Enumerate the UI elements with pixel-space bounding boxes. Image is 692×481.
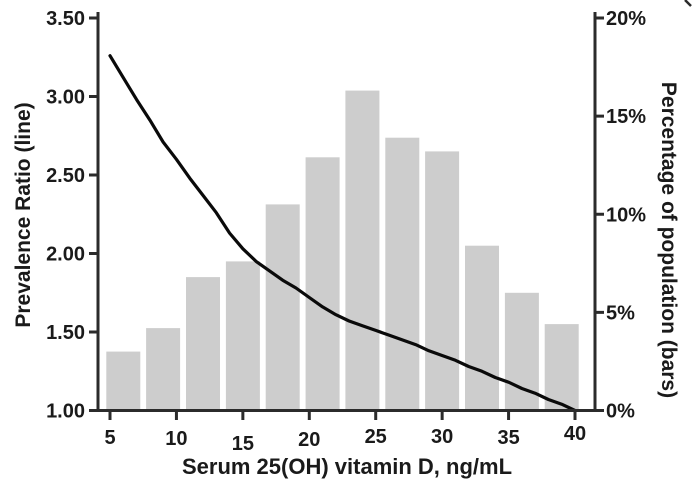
left-tick-label: 3.50 bbox=[46, 8, 85, 30]
right-tick-label: 0% bbox=[606, 401, 635, 423]
axes bbox=[89, 12, 604, 420]
population-bars bbox=[106, 90, 579, 411]
x-tick-label: 25 bbox=[365, 426, 387, 448]
right-tick-label: 20% bbox=[606, 8, 646, 30]
tick-marks bbox=[89, 16, 604, 420]
x-tick-label: 35 bbox=[497, 427, 519, 449]
population-bar bbox=[385, 137, 420, 411]
population-bar bbox=[146, 328, 181, 411]
population-bar bbox=[425, 151, 460, 411]
left-axis-tick-labels: 3.50 3.00 2.50 2.00 1.50 1.00 bbox=[46, 8, 85, 423]
x-tick-label: 10 bbox=[165, 428, 187, 450]
population-bar bbox=[265, 204, 300, 411]
left-tick-label: 1.50 bbox=[46, 322, 85, 344]
x-tick-label: 5 bbox=[104, 427, 115, 449]
left-axis-title: Prevalence Ratio (line) bbox=[12, 102, 35, 327]
cropped-corner-mark bbox=[684, 0, 692, 7]
x-tick-label: 20 bbox=[298, 429, 320, 451]
right-tick-label: 10% bbox=[606, 204, 646, 226]
population-bar bbox=[544, 324, 579, 411]
population-bar bbox=[225, 261, 260, 411]
left-tick-label: 3.00 bbox=[46, 87, 85, 109]
population-bar bbox=[186, 277, 220, 411]
right-axis-title: Percentage of population (bars) bbox=[657, 82, 680, 398]
left-tick-label: 2.00 bbox=[46, 244, 85, 266]
right-tick-label: 15% bbox=[606, 106, 646, 128]
x-tick-label: 40 bbox=[564, 423, 586, 445]
x-tick-label: 30 bbox=[431, 426, 453, 448]
x-tick-label: 15 bbox=[232, 433, 254, 455]
left-tick-label: 1.00 bbox=[46, 401, 85, 423]
x-axis-tick-labels: 5 10 15 20 25 30 35 40 bbox=[104, 423, 586, 455]
population-bar bbox=[305, 157, 340, 411]
population-bar bbox=[465, 245, 499, 411]
x-axis-title: Serum 25(OH) vitamin D, ng/mL bbox=[182, 454, 512, 479]
population-bar bbox=[345, 90, 380, 411]
population-bar bbox=[106, 351, 141, 411]
right-tick-label: 5% bbox=[606, 302, 635, 324]
left-tick-label: 2.50 bbox=[46, 165, 85, 187]
prevalence-ratio-line bbox=[108, 54, 577, 413]
right-axis-tick-labels: 20% 15% 10% 5% 0% bbox=[606, 8, 646, 423]
